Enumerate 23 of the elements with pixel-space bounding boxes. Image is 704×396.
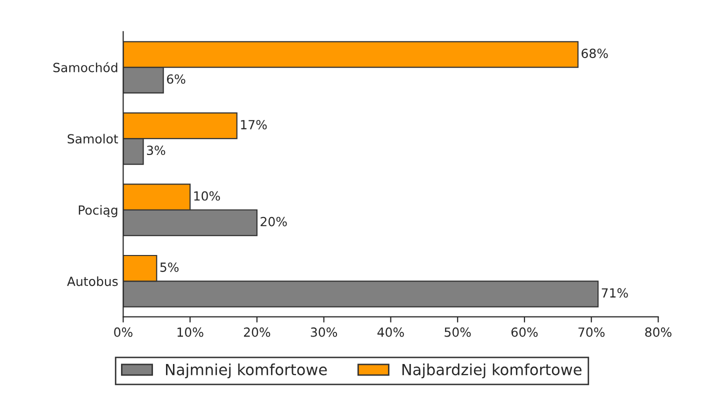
data-label: 5%	[160, 262, 179, 272]
data-label: 17%	[241, 120, 267, 130]
x-tick-label: 30%	[310, 327, 338, 337]
x-tick-label: 10%	[178, 327, 204, 337]
data-label: 68%	[582, 48, 608, 58]
legend-label: Najmniej komfortowe	[166, 364, 327, 378]
y-tick-label: Samolot	[68, 134, 118, 144]
x-tick-label: 70%	[578, 327, 605, 337]
y-tick-label: Pociąg	[78, 205, 118, 218]
x-tick-label: 50%	[444, 327, 471, 337]
x-tick-label: 20%	[244, 327, 270, 337]
data-label: 71%	[602, 288, 628, 298]
x-tick-label: 80%	[645, 327, 672, 337]
x-tick-label: 40%	[377, 327, 404, 337]
x-tick-label: 0%	[114, 327, 132, 337]
data-label: 20%	[260, 216, 287, 226]
data-label: 3%	[146, 146, 166, 156]
x-tick-label: 60%	[511, 327, 538, 337]
legend-label: Najbardziej komfortowe	[402, 364, 582, 378]
y-tick-label: Autobus	[67, 276, 118, 286]
y-tick-label: Samochód	[53, 62, 118, 72]
data-label: 10%	[194, 191, 220, 201]
data-label: 6%	[166, 74, 186, 84]
